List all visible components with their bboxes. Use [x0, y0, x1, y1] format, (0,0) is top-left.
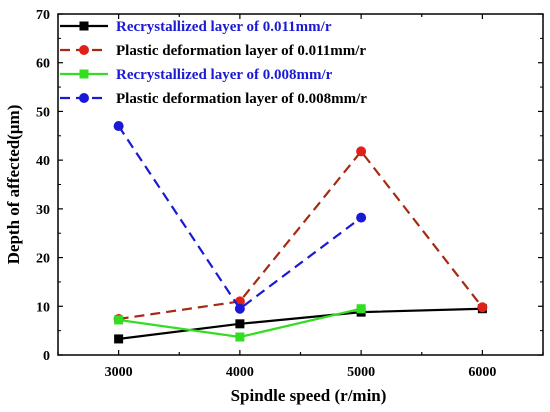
data-point: [356, 304, 366, 314]
series-line: [117, 125, 362, 311]
series-4: [113, 121, 367, 314]
series-2: [113, 146, 488, 324]
data-point: [113, 121, 124, 132]
x-tick-label: 3000: [105, 365, 133, 380]
legend-marker: [79, 21, 89, 31]
legend-item-3: Recrystallized layer of 0.008mm/r: [60, 67, 333, 83]
legend-label: Recrystallized layer of 0.011mm/r: [116, 19, 332, 35]
data-point: [235, 319, 245, 329]
y-tick-label: 40: [36, 154, 50, 169]
data-point: [235, 332, 245, 342]
legend-item-4: Plastic deformation layer of 0.008mm/r: [60, 91, 367, 107]
plot-frame: [57, 13, 544, 356]
y-axis-title: Depth of affected(μm): [4, 105, 23, 265]
x-axis-title: Spindle speed (r/min): [231, 386, 387, 405]
x-tick-label: 6000: [468, 365, 496, 380]
data-point: [356, 146, 367, 157]
legend-label: Plastic deformation layer of 0.008mm/r: [116, 91, 367, 107]
series-3: [114, 304, 366, 342]
y-tick-label: 60: [36, 57, 50, 72]
y-tick-label: 30: [36, 203, 50, 218]
legend-marker: [79, 45, 89, 55]
y-tick-label: 50: [36, 105, 50, 120]
legend-label: Recrystallized layer of 0.008mm/r: [116, 67, 333, 83]
y-tick-label: 20: [36, 252, 50, 267]
legend-marker: [79, 69, 89, 79]
legend-marker: [79, 93, 89, 103]
data-point: [356, 212, 367, 223]
x-tick-label: 4000: [226, 365, 254, 380]
y-tick-label: 70: [36, 8, 50, 23]
series-line: [118, 307, 483, 341]
x-tick-label: 5000: [347, 365, 375, 380]
legend-item-1: Recrystallized layer of 0.011mm/r: [60, 19, 332, 35]
data-point: [114, 315, 124, 325]
series-line: [118, 149, 484, 321]
legend-label: Plastic deformation layer of 0.011mm/r: [116, 43, 366, 59]
data-point: [477, 302, 488, 313]
y-tick-label: 10: [36, 300, 50, 315]
data-point: [234, 303, 245, 314]
y-tick-label: 0: [43, 349, 50, 364]
data-point: [114, 334, 124, 344]
legend-item-2: Plastic deformation layer of 0.011mm/r: [60, 43, 366, 59]
